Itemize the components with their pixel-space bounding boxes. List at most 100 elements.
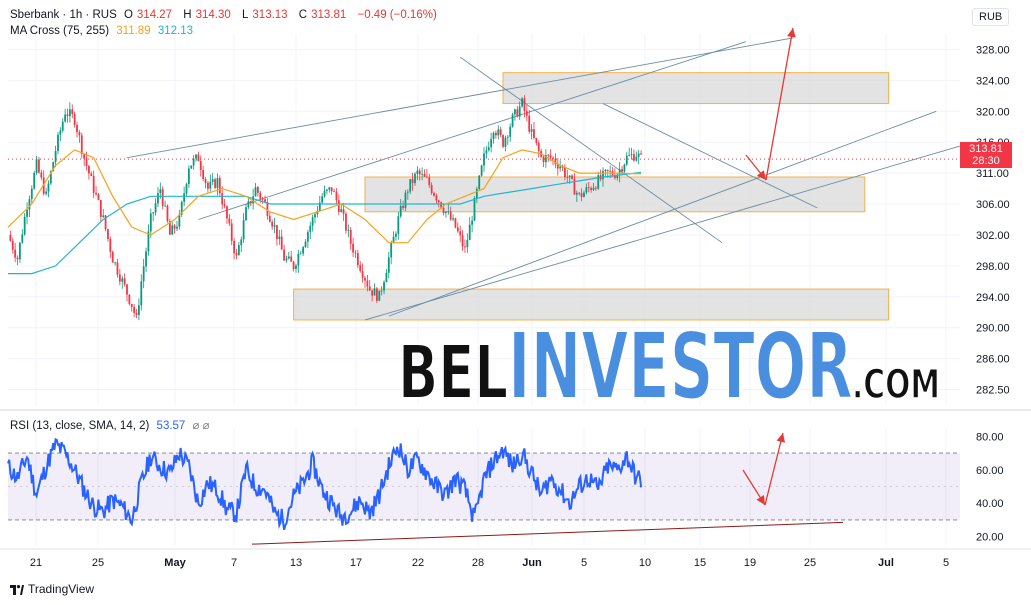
candle-body (259, 192, 262, 199)
candle-body (328, 187, 331, 190)
candle-body (187, 168, 190, 185)
candle-body (21, 234, 24, 243)
candle-body (573, 178, 576, 195)
candle-body (471, 220, 473, 225)
candle-body (133, 306, 136, 313)
candle-body (283, 249, 285, 261)
candle-body (549, 155, 552, 158)
candle-body (571, 175, 573, 179)
trend-line[interactable] (459, 56, 723, 244)
last-price-tag: 313.81 28:30 (960, 142, 1012, 168)
candle-body (542, 156, 545, 163)
symbol-label[interactable]: Sberbank · 1h · RUS (10, 9, 117, 21)
price-down-arrow-head (756, 170, 766, 180)
high-value: 314.30 (195, 9, 231, 21)
candle-body (564, 167, 566, 178)
candle-body (468, 224, 471, 241)
candle-body (575, 192, 578, 195)
time-tick-label: 13 (290, 557, 302, 569)
candle-body (261, 198, 264, 200)
candle-body (502, 135, 504, 147)
rsi-settings-icon[interactable]: ⌀ ⌀ (192, 420, 210, 432)
candle-body (437, 200, 440, 203)
candle-body (237, 245, 240, 256)
candle-body (247, 201, 250, 208)
trend-line[interactable] (364, 145, 961, 321)
candle-body (402, 205, 404, 209)
candle-body (628, 154, 631, 156)
candle-body (506, 136, 509, 138)
candle-body (509, 126, 512, 137)
candle-body (430, 185, 433, 193)
candle-body (128, 294, 131, 304)
candle-body (209, 181, 212, 189)
candle-body (635, 156, 638, 161)
trend-line[interactable] (388, 110, 937, 317)
candle-body (49, 171, 52, 184)
open-value: 314.27 (136, 9, 173, 21)
currency-button[interactable]: RUB (972, 8, 1010, 26)
candle-body (249, 201, 252, 204)
candle-body (323, 190, 326, 197)
candle-body (556, 164, 559, 169)
candle-body (597, 175, 600, 189)
price-up-arrow-head (787, 28, 796, 38)
rsi-down-arrow-head (756, 495, 765, 505)
candle-body (547, 155, 550, 156)
candle-body (240, 239, 243, 246)
candle-body (630, 154, 633, 155)
trend-line[interactable] (198, 41, 746, 220)
candle-body (23, 216, 26, 235)
time-tick-label: 5 (943, 557, 949, 569)
candle-body (78, 132, 81, 136)
candle-body (378, 290, 381, 301)
candle-body (135, 312, 138, 315)
candle-body (309, 225, 312, 233)
price-tick-label: 298.00 (976, 261, 1010, 273)
ma-cross-legend[interactable]: MA Cross (75, 255) 311.89 312.13 (10, 25, 197, 37)
rsi-label: RSI (13, close, SMA, 14, 2) (10, 420, 150, 432)
candle-body (418, 170, 421, 175)
support-resistance-zones[interactable] (293, 72, 890, 321)
forecast-arrows[interactable] (742, 27, 796, 506)
candle-body (57, 134, 59, 152)
rsi-legend[interactable]: RSI (13, close, SMA, 14, 2) 53.57 ⌀ ⌀ (10, 418, 214, 432)
candle-body (433, 192, 435, 196)
candle-body (16, 257, 19, 260)
time-tick-label: Jun (522, 557, 542, 569)
tradingview-brand[interactable]: TradingView (10, 582, 94, 596)
candle-body (385, 272, 388, 283)
candle-body (207, 182, 209, 189)
candle-body (176, 226, 178, 229)
candle-body (257, 187, 259, 193)
zone-rect[interactable] (502, 72, 890, 105)
candle-body (264, 199, 266, 203)
candle-body (483, 153, 485, 166)
candle-body (45, 191, 47, 194)
change-value: −0.49 (−0.16%) (357, 9, 437, 21)
candle-body (68, 109, 71, 117)
candle-body (292, 261, 295, 270)
ohlc-legend[interactable]: Sberbank · 1h · RUS O 314.27 H 314.30 L 313… (10, 9, 437, 21)
candle-body (145, 251, 147, 267)
candle-body (154, 203, 157, 213)
candle-body (295, 265, 297, 270)
trend-line[interactable] (126, 37, 794, 159)
candle-body (449, 211, 452, 220)
candle-body (518, 106, 521, 117)
trend-line[interactable] (602, 103, 818, 209)
trend-lines[interactable] (126, 37, 961, 321)
candle-body (414, 173, 416, 184)
candle-body (278, 236, 281, 240)
candle-body (473, 198, 476, 221)
candle-body (114, 262, 116, 264)
time-tick-label: 25 (92, 557, 104, 569)
grid-lines (0, 34, 1031, 550)
candle-body (107, 229, 109, 239)
candle-body (71, 109, 74, 115)
close-value: 313.81 (311, 9, 347, 21)
rsi-pane (7, 437, 960, 545)
candle-body (183, 193, 186, 202)
candle-body (73, 114, 76, 125)
